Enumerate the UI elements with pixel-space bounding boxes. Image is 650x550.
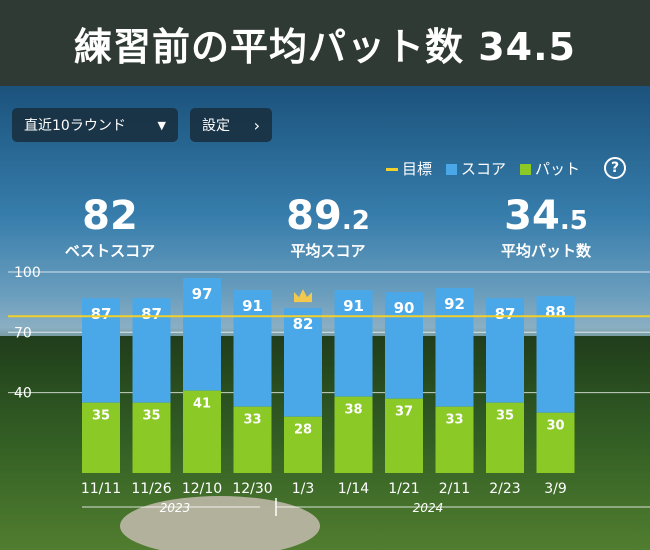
page-title: 練習前の平均パット数 34.5 bbox=[0, 0, 650, 86]
target-line-icon bbox=[385, 168, 398, 171]
stat-value: 89.2 bbox=[286, 193, 370, 239]
score-label: 88 bbox=[545, 303, 566, 321]
putt-label: 35 bbox=[92, 409, 110, 424]
putt-bar bbox=[385, 398, 423, 473]
putt-bar bbox=[334, 396, 373, 473]
putt-label: 35 bbox=[142, 409, 160, 424]
legend: 目標 スコア パット bbox=[385, 158, 580, 179]
stat-label: ベストスコア bbox=[64, 242, 156, 260]
legend-putt: パット bbox=[519, 158, 580, 179]
x-tick-label: 12/30 bbox=[232, 481, 272, 497]
putt-label: 33 bbox=[445, 413, 463, 428]
y-tick-label: 100 bbox=[14, 265, 41, 281]
putt-label: 41 bbox=[193, 397, 211, 412]
score-label: 87 bbox=[495, 305, 516, 323]
y-tick-label: 40 bbox=[14, 386, 32, 402]
score-label: 82 bbox=[293, 315, 314, 333]
putt-label: 28 bbox=[294, 423, 312, 438]
putt-label: 33 bbox=[243, 413, 261, 428]
chart-panel: 直近10ラウンド ▼ 設定 › 目標 スコア パット ? 82 ベストスコア 8… bbox=[0, 86, 650, 550]
x-tick-label: 2/11 bbox=[439, 481, 470, 497]
stat-value: 34.5 bbox=[504, 193, 588, 239]
x-tick-label: 11/26 bbox=[131, 481, 171, 497]
x-tick-label: 12/10 bbox=[182, 481, 222, 497]
score-label: 91 bbox=[343, 297, 364, 315]
year-label: 2024 bbox=[413, 501, 444, 515]
year-label: 2023 bbox=[160, 501, 191, 515]
x-tick-label: 1/14 bbox=[338, 481, 370, 497]
stat-value: 82 bbox=[82, 193, 138, 239]
x-tick-label: 1/3 bbox=[292, 481, 315, 497]
x-tick-label: 2/23 bbox=[489, 481, 520, 497]
caret-down-icon: ▼ bbox=[157, 118, 166, 132]
help-icon[interactable]: ? bbox=[604, 157, 626, 179]
score-label: 87 bbox=[91, 305, 112, 323]
settings-button[interactable]: 設定 › bbox=[190, 108, 272, 142]
stat-average-score: 89.2 平均スコア bbox=[248, 194, 408, 261]
bar-chart: 100 70 40 87 35 11/11 87 35 11/26 97 41 12/10 91 33 12… bbox=[8, 265, 650, 516]
score-bar bbox=[334, 290, 373, 397]
chevron-right-icon: › bbox=[253, 115, 260, 135]
background-bunker bbox=[120, 496, 320, 550]
putt-bar bbox=[486, 402, 524, 473]
putt-label: 35 bbox=[496, 409, 514, 424]
legend-score: スコア bbox=[445, 158, 506, 179]
settings-label: 設定 bbox=[202, 118, 230, 134]
putt-bar bbox=[536, 412, 575, 473]
putt-bar bbox=[435, 406, 474, 473]
putt-bar bbox=[183, 390, 221, 473]
putt-bar bbox=[284, 416, 322, 473]
putt-label: 30 bbox=[546, 419, 564, 434]
score-label: 90 bbox=[394, 299, 415, 317]
score-bar bbox=[183, 278, 221, 391]
score-label: 91 bbox=[242, 297, 263, 315]
putt-label: 38 bbox=[344, 403, 362, 418]
stat-label: 平均パット数 bbox=[500, 242, 591, 260]
putt-bar bbox=[132, 402, 171, 473]
score-bar bbox=[385, 292, 423, 399]
putt-swatch-icon bbox=[519, 164, 531, 175]
x-tick-label: 11/11 bbox=[81, 481, 121, 497]
score-bar bbox=[435, 288, 474, 407]
score-swatch-icon bbox=[445, 164, 457, 175]
round-select-label: 直近10ラウンド bbox=[24, 118, 126, 134]
round-select[interactable]: 直近10ラウンド ▼ bbox=[12, 108, 178, 142]
x-tick-label: 1/21 bbox=[388, 481, 419, 497]
putt-bar bbox=[233, 406, 272, 473]
score-bar bbox=[233, 290, 272, 407]
stat-average-putts: 34.5 平均パット数 bbox=[466, 194, 626, 261]
stat-best-score: 82 ベストスコア bbox=[30, 194, 190, 261]
putt-label: 37 bbox=[395, 405, 413, 420]
x-tick-label: 3/9 bbox=[544, 481, 567, 497]
score-label: 87 bbox=[141, 305, 162, 323]
legend-target: 目標 bbox=[385, 158, 432, 179]
stat-label: 平均スコア bbox=[290, 242, 366, 260]
putt-bar bbox=[82, 402, 120, 473]
score-bar bbox=[284, 308, 322, 417]
crown-icon bbox=[294, 289, 312, 303]
score-label: 97 bbox=[192, 285, 213, 303]
score-label: 92 bbox=[444, 295, 465, 313]
y-tick-label: 70 bbox=[14, 325, 32, 341]
